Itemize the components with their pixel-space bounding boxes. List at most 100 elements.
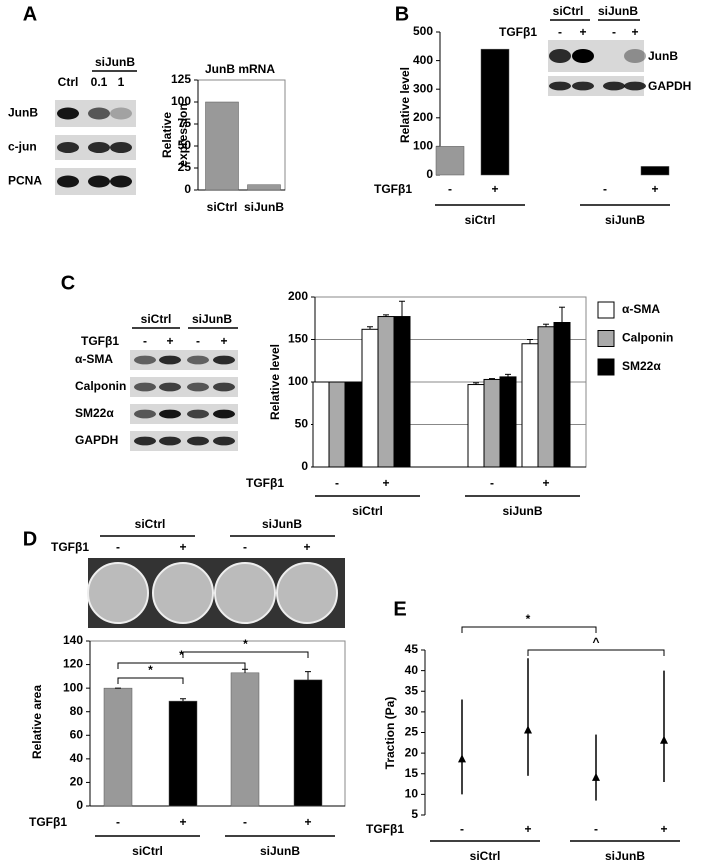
group-label: siCtrl <box>132 844 163 858</box>
y-axis-label: Relative <box>160 112 174 158</box>
blot-band <box>57 107 79 120</box>
x-tick-label: - <box>335 476 339 490</box>
bar <box>499 376 517 468</box>
y-tick-label: 20 <box>405 745 419 759</box>
y-tick-label: 45 <box>405 642 419 656</box>
significance-label: * <box>179 648 184 662</box>
legend-label: SM22α <box>622 359 661 373</box>
y-tick-label: 100 <box>288 374 308 388</box>
y-tick-label: 30 <box>405 704 419 718</box>
row-label: GAPDH <box>648 79 691 93</box>
blot-band <box>213 382 235 392</box>
y-tick-label: 20 <box>70 775 84 789</box>
x-axis-label: TGFβ1 <box>246 476 284 490</box>
lane-label: + <box>220 334 227 348</box>
plate-well <box>214 562 276 624</box>
bar <box>521 343 539 468</box>
y-axis-label: Relative level <box>398 67 412 143</box>
y-tick-label: 150 <box>288 332 308 346</box>
y-tick-label: 10 <box>405 787 419 801</box>
lane-label: + <box>303 540 310 554</box>
y-tick-label: 35 <box>405 683 419 697</box>
blot-band <box>57 142 79 153</box>
blot-band <box>88 142 110 153</box>
lane-label: - <box>558 25 562 39</box>
panel-label: B <box>395 3 409 25</box>
group-label: siJunB <box>598 4 638 18</box>
y-tick-label: 100 <box>413 139 433 153</box>
row-label: α-SMA <box>75 352 113 366</box>
blot-band <box>134 409 156 419</box>
blot-band <box>213 436 235 446</box>
bar <box>537 326 555 468</box>
blot-band <box>624 48 646 64</box>
row-label: GAPDH <box>75 433 118 447</box>
y-tick-label: 75 <box>178 116 192 130</box>
significance-label: * <box>148 663 153 677</box>
blot-band <box>213 355 235 365</box>
bar <box>640 166 670 176</box>
x-tick-label: + <box>524 822 531 836</box>
lane-label: + <box>631 25 638 39</box>
bar <box>553 322 571 468</box>
lane-label: - <box>612 25 616 39</box>
bar <box>230 672 260 807</box>
x-tick-label: + <box>542 476 549 490</box>
lane-label: 1 <box>118 75 125 89</box>
bar <box>377 316 395 468</box>
bar <box>344 381 362 468</box>
blot-strip <box>130 431 238 451</box>
bar <box>328 381 346 468</box>
significance-label: * <box>526 612 531 626</box>
x-axis-label: TGFβ1 <box>29 815 67 829</box>
x-tick-label: + <box>304 815 311 829</box>
row-label: PCNA <box>8 174 42 188</box>
bar <box>168 700 198 807</box>
x-tick-label: + <box>491 182 498 196</box>
legend-swatch <box>597 301 615 319</box>
group-label: siJunB <box>262 517 302 531</box>
y-tick-label: 25 <box>405 725 419 739</box>
lane-label: + <box>166 334 173 348</box>
row-label: Calponin <box>75 379 126 393</box>
blot-strip <box>130 377 238 397</box>
treatment-label: TGFβ1 <box>51 540 89 554</box>
bar <box>205 101 239 191</box>
panel-label: A <box>23 3 37 25</box>
y-tick-label: 500 <box>413 24 433 38</box>
blot-band <box>134 382 156 392</box>
blot-band <box>134 436 156 446</box>
y-tick-label: 5 <box>411 807 418 821</box>
bar <box>393 316 411 468</box>
blot-band <box>603 49 625 63</box>
x-tick-label: - <box>243 815 247 829</box>
blot-band <box>159 409 181 419</box>
lane-label: Ctrl <box>58 75 79 89</box>
blot-band <box>159 355 181 365</box>
lane-label: 0.1 <box>91 75 108 89</box>
y-tick-label: 40 <box>70 751 84 765</box>
significance-bracket <box>527 649 665 656</box>
y-axis-label: Relative area <box>30 685 44 759</box>
plate-well <box>152 562 214 624</box>
y-tick-label: 80 <box>70 704 84 718</box>
panel-label: E <box>393 598 406 620</box>
group-label: siCtrl <box>470 849 501 862</box>
blot-band <box>572 81 594 91</box>
y-tick-label: 100 <box>171 94 191 108</box>
blot-band <box>134 355 156 365</box>
significance-bracket <box>117 677 184 684</box>
legend-label: Calponin <box>622 331 673 345</box>
legend-label: α-SMA <box>622 302 660 316</box>
x-tick-label: - <box>594 822 598 836</box>
blot-band <box>110 142 132 153</box>
y-tick-label: 0 <box>184 182 191 196</box>
lane-label: - <box>196 334 200 348</box>
blot-band <box>110 175 132 188</box>
blot-band <box>187 355 209 365</box>
y-tick-label: 400 <box>413 53 433 67</box>
blot-band <box>187 409 209 419</box>
point <box>592 772 600 781</box>
blot-strip <box>130 404 238 424</box>
